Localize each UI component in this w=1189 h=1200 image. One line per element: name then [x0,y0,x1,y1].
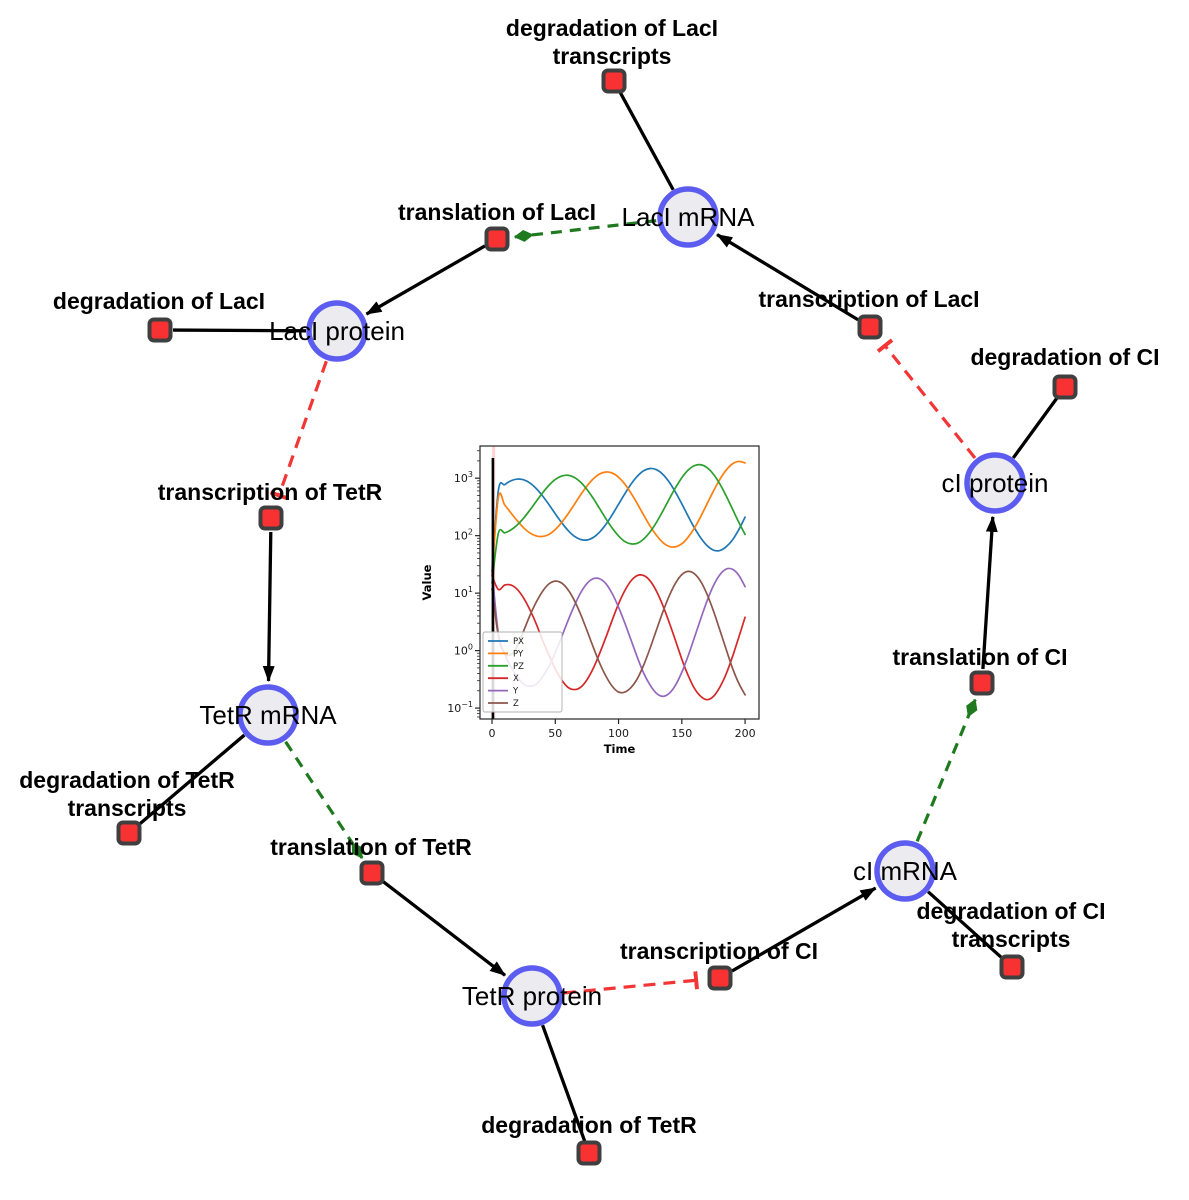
legend-label-Y: Y [512,687,519,697]
reaction-node-deg_laci [147,317,173,343]
species-label-ci_mrna: cI mRNA [853,856,958,886]
reaction-node-transcription_laci [857,314,883,340]
edge-consumption-ci_protein-deg_ci [1011,396,1059,459]
chart-xlabel: Time [604,742,636,756]
edge-consumption-tetr_mrna-deg_tetr_tr [137,733,246,826]
chart-legend: PX PY PZ XYZ [482,631,563,713]
chart-series-PX [491,467,746,572]
reaction-label-deg_laci: degradation of LacI [53,288,265,314]
species-label-ci_protein: cI protein [942,468,1049,498]
chart-series-PZ [491,463,746,584]
reaction-label-deg_tetr: degradation of TetR [481,1112,697,1138]
legend-label-PZ: PZ [513,662,524,672]
species-node-tetr_mrna [237,684,299,746]
x-axis-tick-label: 0 [489,727,496,740]
legend-label-X: X [513,674,519,684]
reaction-label-deg_tetr_tr: degradation of TetR transcripts [19,767,235,821]
chart-series-X [491,574,746,701]
edge-production-transcription_ci-ci_mrna [731,886,877,973]
x-axis-tick-label: 100 [608,727,629,740]
edge-consumption-laci_mrna-deg_laci_tr [618,91,675,191]
species-node-laci_protein [306,300,368,362]
edge-inhibition-laci_protein-transcription_tetr [269,360,328,501]
reaction-label-transcription_laci: transcription of LacI [758,286,979,312]
reaction-label-transcription_ci: transcription of CI [620,938,818,964]
reaction-node-translation_tetr [359,860,385,886]
reaction-label-translation_tetr: translation of TetR [270,834,472,860]
edge-production-translation_tetr-tetr_protein [382,880,507,977]
edge-production-transcription_laci-laci_mrna [716,233,859,322]
reaction-node-deg_tetr_tr [116,820,142,846]
chart-series-Z [491,570,746,696]
x-axis-tick-label: 150 [671,727,692,740]
reaction-node-deg_ci_tr [999,954,1025,980]
edge-inhibition-ci_protein-transcription_laci [876,338,977,460]
inset-chart: 0 50 100 150 20010−1100101102103TimeValuePXP… [418,432,777,787]
chart-axes-box [479,445,760,720]
species-node-ci_protein [964,452,1026,514]
reaction-node-translation_laci [484,226,510,252]
reaction-node-translation_ci [969,670,995,696]
labels-layer: degradation of LacI transcripts translatio… [19,15,1159,1138]
edge-consumption-ci_mrna-deg_ci_tr [926,890,1004,960]
reaction-node-deg_ci [1052,374,1078,400]
species-node-tetr_protein [501,965,563,1027]
edge-production-translation_laci-laci_protein [365,244,486,316]
species-node-ci_mrna [874,840,936,902]
reaction-node-deg_tetr [576,1140,602,1166]
reaction-label-deg_ci_tr: degradation of CI transcripts [916,898,1105,952]
legend-label-PX: PX [513,637,524,647]
species-label-laci_mrna: LacI mRNA [622,202,756,232]
edge-production-translation_ci-ci_protein [981,515,998,670]
edges-layer [137,91,1059,1142]
nodes-layer [116,68,1078,1166]
species-label-tetr_protein: TetR protein [462,981,602,1011]
reaction-label-deg_ci: degradation of CI [970,344,1159,370]
x-axis-tick-label: 50 [548,727,562,740]
reaction-node-deg_laci_tr [601,68,627,94]
edge-activation-laci_mrna-translation_laci [513,219,657,242]
chart-series-PY [491,460,746,577]
chart-ylabel: Value [420,564,434,600]
reaction-node-transcription_ci [707,965,733,991]
edge-activation-ci_mrna-translation_ci [915,698,978,842]
reaction-label-translation_ci: translation of CI [892,644,1067,670]
legend-label-Z: Z [513,699,519,709]
reaction-label-transcription_tetr: transcription of TetR [158,479,383,505]
reaction-label-deg_laci_tr: degradation of LacI transcripts [506,15,718,69]
species-label-tetr_mrna: TetR mRNA [199,700,337,730]
edge-production-transcription_tetr-tetr_mrna [262,531,275,683]
edge-activation-tetr_mrna-translation_tetr [284,740,364,859]
chart-legend-box [482,631,563,713]
legend-label-PY: PY [513,649,524,659]
edge-inhibition-tetr_protein-transcription_ci [563,971,699,995]
x-axis-tick-label: 200 [735,727,756,740]
reaction-label-translation_laci: translation of LacI [398,199,596,225]
reaction-node-transcription_tetr [258,505,284,531]
edge-consumption-laci_protein-deg_laci [172,328,307,333]
species-label-laci_protein: LacI protein [269,316,405,346]
chart-background [418,432,777,787]
edge-consumption-tetr_protein-deg_tetr [541,1024,587,1142]
species-node-laci_mrna [657,186,719,248]
